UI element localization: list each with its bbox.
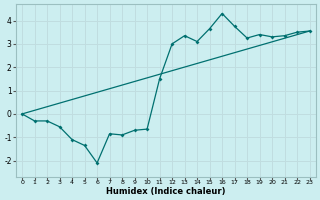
X-axis label: Humidex (Indice chaleur): Humidex (Indice chaleur) — [106, 187, 226, 196]
